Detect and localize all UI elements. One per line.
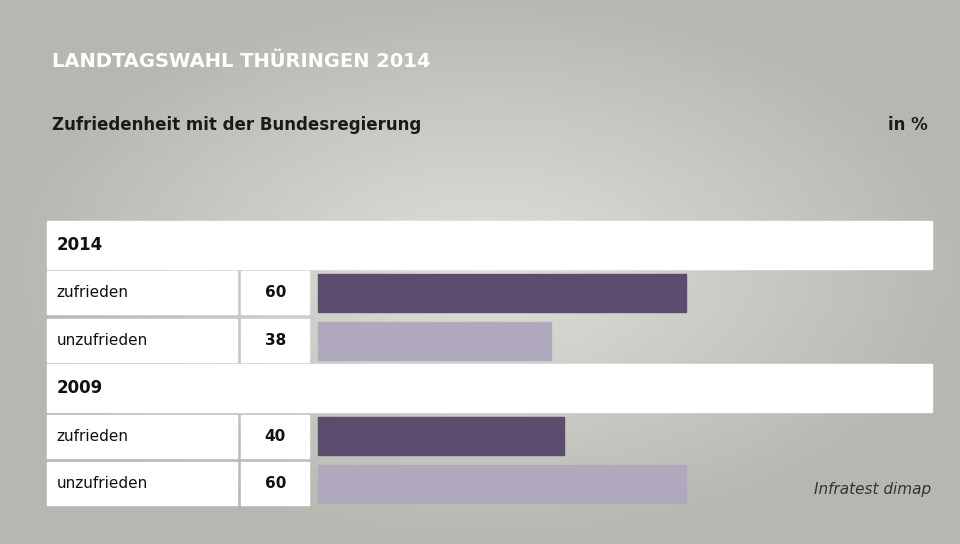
Bar — [318, 465, 686, 503]
Text: Zufriedenheit mit der Bundesregierung: Zufriedenheit mit der Bundesregierung — [52, 116, 421, 134]
Text: in %: in % — [887, 116, 927, 134]
Text: 60: 60 — [265, 286, 286, 300]
Text: LANDTAGSWAHL THÜRINGEN 2014: LANDTAGSWAHL THÜRINGEN 2014 — [52, 52, 430, 71]
Bar — [242, 415, 309, 458]
Bar — [47, 415, 237, 458]
Bar — [47, 462, 237, 505]
Text: 38: 38 — [265, 333, 286, 348]
Text: Infratest dimap: Infratest dimap — [814, 482, 931, 497]
Bar — [242, 462, 309, 505]
Text: 2014: 2014 — [57, 236, 103, 254]
Text: 60: 60 — [265, 477, 286, 491]
Bar — [47, 271, 237, 314]
Bar — [242, 271, 309, 314]
Text: 40: 40 — [265, 429, 286, 443]
Bar — [318, 322, 551, 360]
Bar — [47, 221, 932, 269]
Text: unzufrieden: unzufrieden — [57, 477, 148, 491]
Text: zufrieden: zufrieden — [57, 286, 129, 300]
Bar — [47, 319, 237, 362]
Bar — [318, 417, 564, 455]
Bar — [242, 319, 309, 362]
Bar — [47, 364, 932, 412]
Text: unzufrieden: unzufrieden — [57, 333, 148, 348]
Text: 2009: 2009 — [57, 379, 103, 397]
Bar — [318, 274, 686, 312]
Text: zufrieden: zufrieden — [57, 429, 129, 443]
